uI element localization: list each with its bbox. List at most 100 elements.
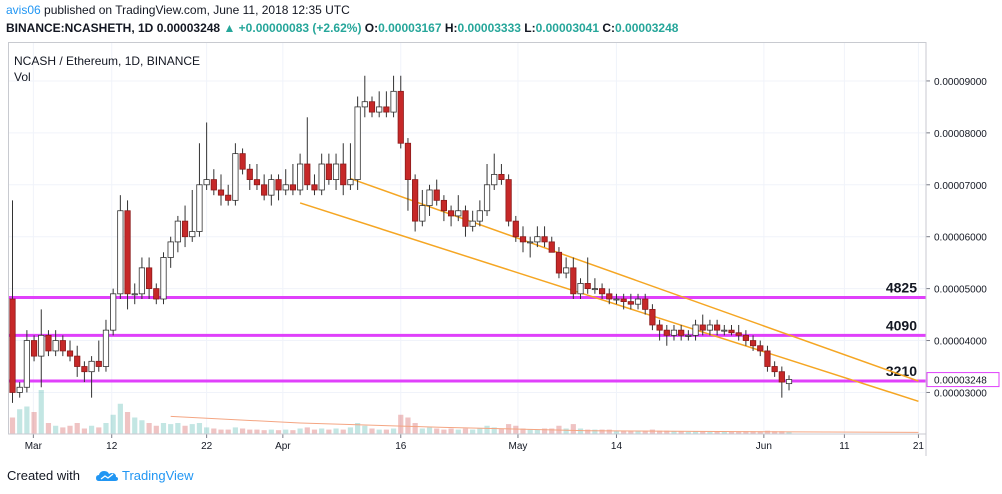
symbol-label: BINANCE:NCASHETH, 1D [6, 21, 154, 35]
candle [110, 288, 117, 336]
candle [678, 324, 685, 341]
last-price: 0.00003248 [156, 21, 221, 35]
candle [45, 330, 52, 357]
candle [160, 252, 167, 305]
volume-bar [232, 427, 238, 434]
volume-bar [577, 428, 584, 434]
candle-body [440, 199, 448, 212]
last-price-marker [926, 372, 1000, 388]
volume-bar [390, 428, 397, 434]
candle [88, 356, 95, 398]
volume-bar [275, 430, 282, 434]
candle-body [390, 90, 397, 113]
candle-body [59, 340, 66, 352]
volume-bar [38, 390, 44, 434]
candle-body [9, 298, 16, 393]
candle-body [160, 257, 167, 300]
candle-body [613, 298, 620, 301]
open-label: O: [364, 21, 379, 35]
candle [642, 293, 649, 315]
volume-bar [254, 429, 260, 434]
candle [397, 75, 404, 149]
volume-bar [448, 428, 454, 434]
candle-body [649, 308, 656, 326]
candle-body [512, 220, 519, 238]
candle [361, 75, 368, 118]
candle [771, 361, 778, 377]
up-arrow-icon: ▲ [223, 21, 236, 35]
volume-bar [764, 430, 771, 434]
close-value: 0.00003248 [615, 21, 679, 35]
candle-body [670, 329, 678, 336]
candle [246, 164, 253, 190]
volume-bar [513, 425, 519, 434]
volume-bar [750, 431, 756, 434]
volume-bar [31, 412, 37, 434]
price-chart[interactable]: 4825 4090 3210 Mar 12 22 Apr 16 May 14 Jun 11 21 0.… [8, 42, 1000, 459]
volume-bar [772, 431, 778, 434]
volume-bar [635, 430, 641, 434]
created-with-label: Created with [7, 468, 80, 483]
candle-body [591, 288, 598, 291]
y-tick-label: 0.00009000 [934, 77, 987, 88]
volume-bar [613, 430, 620, 434]
volume-bar [53, 425, 59, 434]
volume-bars [9, 390, 792, 434]
candle-body [678, 329, 685, 336]
tradingview-link[interactable]: TradingView [86, 468, 194, 483]
candle-body [771, 366, 778, 373]
candle-body [563, 267, 570, 274]
candle [598, 283, 606, 300]
candle [146, 257, 153, 300]
volume-bar [484, 425, 490, 434]
candle [9, 200, 16, 403]
candle-body [95, 360, 102, 367]
series-legend: NCASH / Ethereum, 1D, BINANCE [14, 54, 201, 68]
y-tick-label: 0.00005000 [934, 285, 987, 296]
author-link[interactable]: avis06 [6, 3, 41, 17]
candle [268, 174, 275, 206]
candle [282, 169, 289, 196]
candle [102, 319, 110, 372]
candle [296, 153, 304, 196]
candlesticks [9, 75, 793, 403]
x-axis: Mar 12 22 Apr 16 May 14 Jun 11 21 [25, 434, 924, 452]
volume-bar [692, 431, 699, 434]
candle [354, 96, 361, 190]
candle [138, 257, 146, 300]
candle [261, 174, 268, 201]
volume-bar [319, 428, 325, 434]
candle-body [102, 329, 110, 367]
chart-grid [8, 42, 926, 434]
volume-bar [290, 430, 296, 434]
x-tick-label: Apr [275, 441, 291, 452]
close-label: C: [602, 21, 616, 35]
volume-bar [139, 420, 145, 434]
volume-bar [24, 406, 30, 434]
candle-body [735, 332, 742, 336]
candle [210, 169, 217, 196]
volume-bar [786, 431, 792, 434]
candle-body [383, 106, 390, 113]
volume-bar [728, 431, 735, 434]
candle [491, 153, 498, 190]
candle [340, 143, 347, 196]
candle-body [663, 329, 670, 336]
candle-body [66, 350, 74, 357]
candle [318, 153, 325, 196]
candle [498, 164, 505, 185]
candle-body [634, 298, 642, 305]
low-label: L: [524, 21, 536, 35]
volume-bar [283, 429, 289, 434]
volume-bar [585, 429, 591, 434]
candle-body [757, 345, 764, 352]
candle [476, 200, 483, 227]
candle-body [174, 220, 181, 243]
y-tick-label: 0.00004000 [934, 337, 987, 348]
volume-bar [211, 428, 217, 434]
volume-bar [132, 417, 138, 434]
y-tick-label: 0.00006000 [934, 233, 987, 244]
candle [332, 153, 340, 190]
volume-bar [160, 423, 167, 434]
volume-bar [45, 423, 52, 434]
